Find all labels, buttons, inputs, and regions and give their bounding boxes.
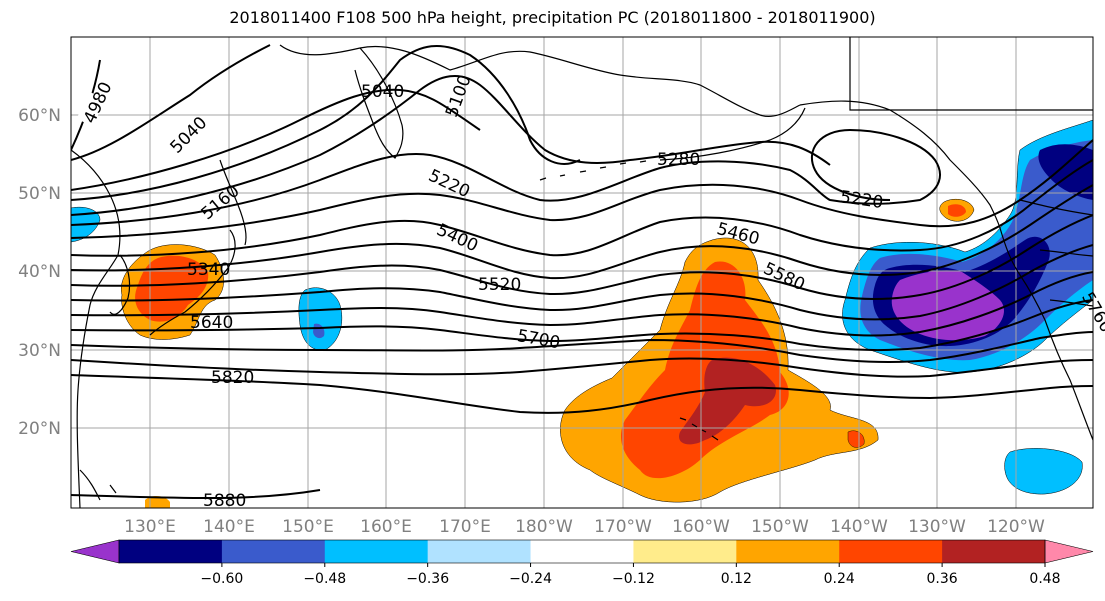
colorbar-tick-label: 0.48 bbox=[1029, 571, 1060, 587]
colorbar-segment bbox=[839, 540, 943, 563]
colorbar-tick-label: −0.36 bbox=[406, 571, 449, 587]
contour-label: 5880 bbox=[203, 491, 246, 511]
contour-5460 bbox=[71, 214, 1093, 300]
precip-positive-japan-036 bbox=[135, 255, 209, 322]
contour-label: 5340 bbox=[187, 260, 230, 280]
precip-shading bbox=[71, 119, 1093, 508]
contour-5040-north bbox=[71, 88, 481, 191]
lat-label: 20°N bbox=[18, 419, 61, 439]
coast-alaska bbox=[799, 100, 1001, 229]
colorbar-ticks: −0.60 −0.48 −0.36 −0.24 −0.12 0.12 0.24 0.36 0.4… bbox=[200, 563, 1061, 587]
contour-5340 bbox=[71, 159, 1093, 257]
contour-5040-west bbox=[71, 44, 271, 161]
colorbar-segment bbox=[427, 540, 532, 563]
coast-asia-west bbox=[71, 149, 121, 508]
contour-5760 bbox=[71, 357, 1093, 378]
colorbar-segment bbox=[633, 540, 737, 563]
latitude-labels: 60°N 50°N 40°N 30°N 20°N bbox=[18, 106, 61, 439]
contour-5820 bbox=[71, 374, 1093, 414]
contour-5700 bbox=[71, 331, 1093, 364]
coast-kamchatka bbox=[354, 47, 404, 159]
lon-label: 160°W bbox=[672, 517, 730, 537]
colorbar-outline bbox=[118, 539, 1046, 564]
contour-label: 5520 bbox=[478, 275, 521, 295]
lon-label: 170°W bbox=[594, 517, 652, 537]
longitude-labels: 130°E 140°E 150°E 160°E 170°E 180°W 170°… bbox=[124, 517, 1045, 537]
contour-label: 5640 bbox=[190, 313, 233, 333]
contour-5220 bbox=[71, 128, 941, 226]
colorbar-tick-label: 0.12 bbox=[721, 571, 752, 587]
colorbar-segment bbox=[736, 540, 840, 563]
colorbar-tick-label: −0.60 bbox=[200, 571, 243, 587]
lon-label: 150°W bbox=[751, 517, 809, 537]
precip-negative-se bbox=[1004, 448, 1083, 495]
lon-label: 150°E bbox=[282, 517, 334, 537]
contour-5160 bbox=[71, 74, 831, 216]
lon-label: 130°W bbox=[908, 517, 966, 537]
coast-na-west bbox=[999, 227, 1093, 441]
precip-positive-south bbox=[145, 496, 170, 508]
colorbar-arrow-left bbox=[70, 539, 120, 564]
contour-5640 bbox=[71, 299, 1093, 352]
colorbar-segment bbox=[942, 540, 1046, 563]
coastlines bbox=[71, 37, 1093, 508]
lon-label: 170°E bbox=[439, 517, 491, 537]
lon-label: 140°W bbox=[830, 517, 888, 537]
precip-positive-small bbox=[847, 430, 865, 448]
precip-negative-mid bbox=[298, 287, 343, 351]
coast-asia-north bbox=[279, 44, 801, 117]
colorbar-segment bbox=[530, 540, 634, 563]
colorbar-segment bbox=[119, 540, 223, 563]
contour-5520 bbox=[71, 244, 1093, 321]
map-title: 2018011400 F108 500 hPa height, precipit… bbox=[229, 8, 876, 27]
colorbar-tick-label: −0.12 bbox=[612, 571, 655, 587]
coast-philippines bbox=[79, 469, 117, 501]
lat-label: 50°N bbox=[18, 184, 61, 204]
precip-negative-alaska-048 bbox=[1038, 144, 1093, 200]
contour-label: 5280 bbox=[657, 150, 700, 170]
colorbar-arrow-right bbox=[1044, 539, 1094, 564]
coast-aleutians bbox=[539, 160, 647, 181]
coast-korea bbox=[109, 254, 131, 315]
colorbar-tick-label: −0.48 bbox=[303, 571, 346, 587]
precip-positive-alaska-inner bbox=[948, 204, 966, 217]
colorbar bbox=[70, 539, 1094, 564]
contour-5400 bbox=[71, 184, 1093, 280]
precip-positive-central-048 bbox=[679, 357, 776, 445]
precip-positive-central-036 bbox=[620, 261, 789, 479]
lon-label: 180°W bbox=[515, 517, 573, 537]
height-contours bbox=[71, 44, 1093, 500]
colorbar-segment bbox=[324, 540, 429, 563]
colorbar-tick-label: 0.36 bbox=[927, 571, 958, 587]
precip-negative-ne-060 bbox=[891, 270, 1005, 341]
lon-label: 160°E bbox=[360, 517, 412, 537]
contour-5100 bbox=[71, 44, 581, 201]
colorbar-tick-label: 0.24 bbox=[824, 571, 855, 587]
lat-label: 30°N bbox=[18, 341, 61, 361]
lat-label: 60°N bbox=[18, 106, 61, 126]
colorbar-tick-label: −0.24 bbox=[509, 571, 552, 587]
contour-5280 bbox=[71, 139, 1093, 239]
border-canada bbox=[849, 37, 1093, 111]
contour-5880 bbox=[71, 489, 321, 500]
map-frame bbox=[70, 36, 1094, 509]
lon-label: 130°E bbox=[124, 517, 176, 537]
contour-5580 bbox=[71, 271, 1093, 337]
lon-label: 140°E bbox=[203, 517, 255, 537]
lon-label: 120°W bbox=[987, 517, 1045, 537]
lat-label: 40°N bbox=[18, 262, 61, 282]
contour-label: 5040 bbox=[361, 82, 404, 102]
contour-label: 5820 bbox=[211, 368, 254, 388]
coast-hawaii bbox=[679, 417, 719, 441]
colorbar-segment bbox=[221, 540, 326, 563]
